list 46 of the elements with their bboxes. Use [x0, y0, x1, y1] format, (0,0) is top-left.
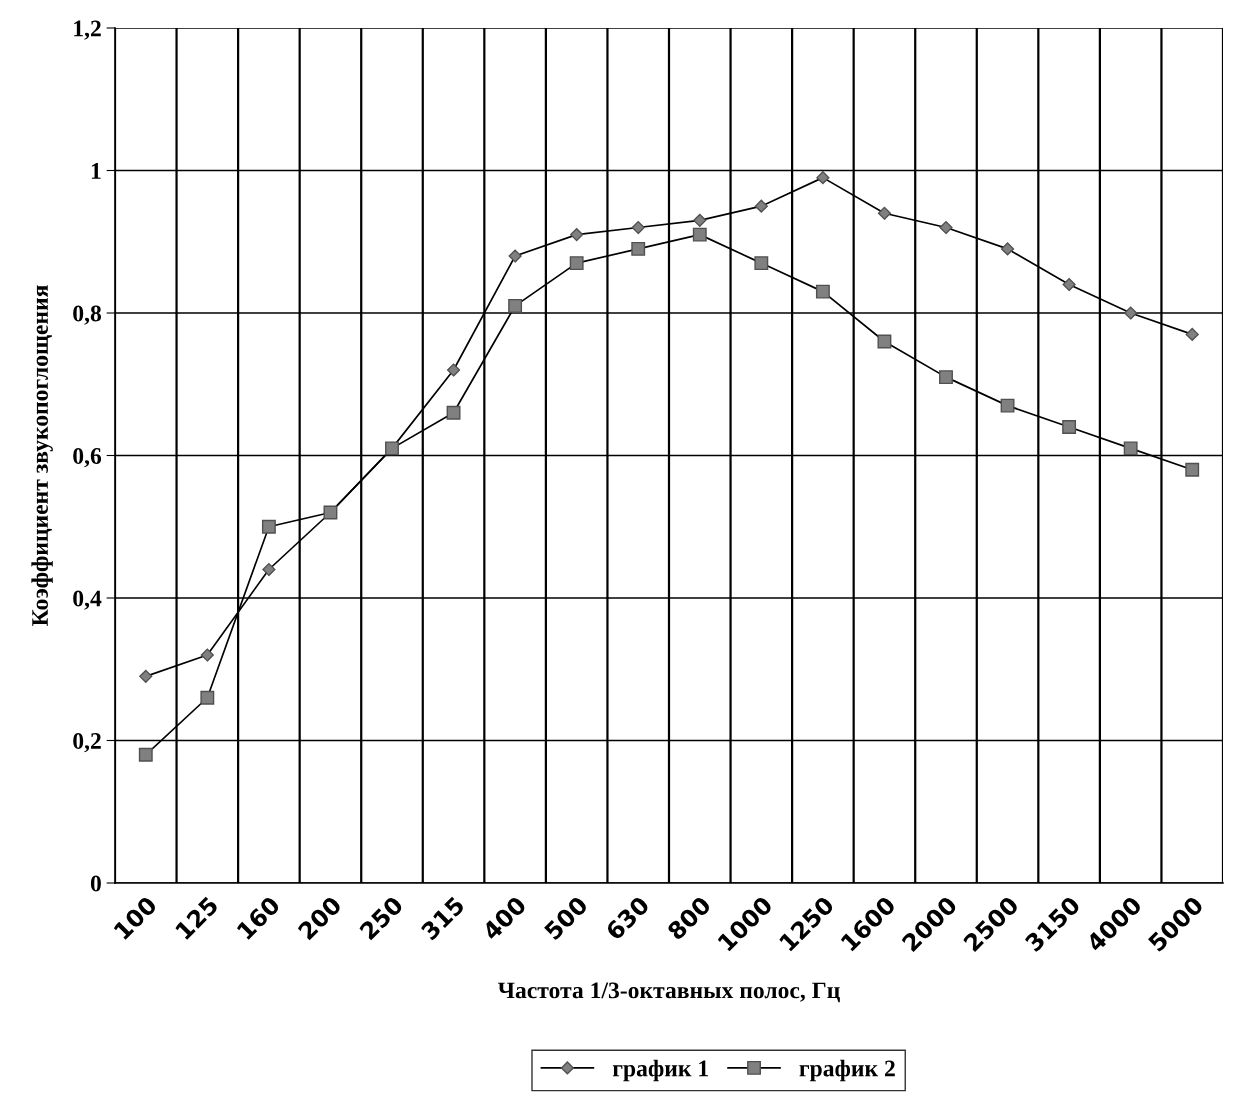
point — [1062, 420, 1077, 434]
x-tick-label: 630 — [604, 895, 651, 941]
point — [692, 227, 707, 242]
y-tick-label: 1 — [91, 163, 101, 179]
y-axis-title: Коэффициент звукопоглощения — [31, 285, 53, 627]
point — [262, 562, 276, 577]
point — [754, 256, 769, 271]
point — [877, 334, 892, 349]
point — [1000, 242, 1015, 256]
point — [693, 213, 707, 227]
y-tick-label: 0,8 — [73, 305, 102, 325]
point — [570, 228, 584, 242]
point — [569, 256, 584, 271]
point — [1185, 327, 1199, 341]
point — [446, 405, 461, 420]
point — [816, 171, 830, 185]
y-tick-label: 0,2 — [73, 732, 101, 753]
point — [877, 206, 892, 220]
point — [200, 648, 214, 662]
point — [508, 298, 523, 313]
y-tick-label: 0 — [90, 875, 101, 892]
y-tick-label: 0,6 — [73, 447, 102, 468]
point — [939, 370, 953, 385]
y-tick-label: 1,2 — [74, 20, 101, 40]
point — [508, 249, 522, 263]
point — [139, 669, 153, 683]
point — [1185, 462, 1200, 477]
point — [939, 220, 953, 235]
point — [323, 505, 338, 520]
point — [261, 519, 276, 534]
point — [1123, 441, 1138, 456]
point — [446, 363, 461, 377]
point — [200, 690, 215, 705]
legend-label: график 2 — [799, 1059, 895, 1082]
point — [631, 220, 645, 235]
legend-label: график 1 — [612, 1059, 708, 1082]
point — [1062, 277, 1076, 292]
point — [815, 284, 830, 299]
point — [385, 441, 399, 456]
y-tick-label: 0,4 — [73, 590, 102, 610]
x-axis-title: Частота 1/3-октавных полос, Гц — [497, 982, 840, 1003]
point — [1000, 398, 1015, 413]
point — [1124, 306, 1138, 320]
point — [138, 747, 153, 762]
point — [754, 199, 768, 213]
point — [631, 241, 646, 256]
